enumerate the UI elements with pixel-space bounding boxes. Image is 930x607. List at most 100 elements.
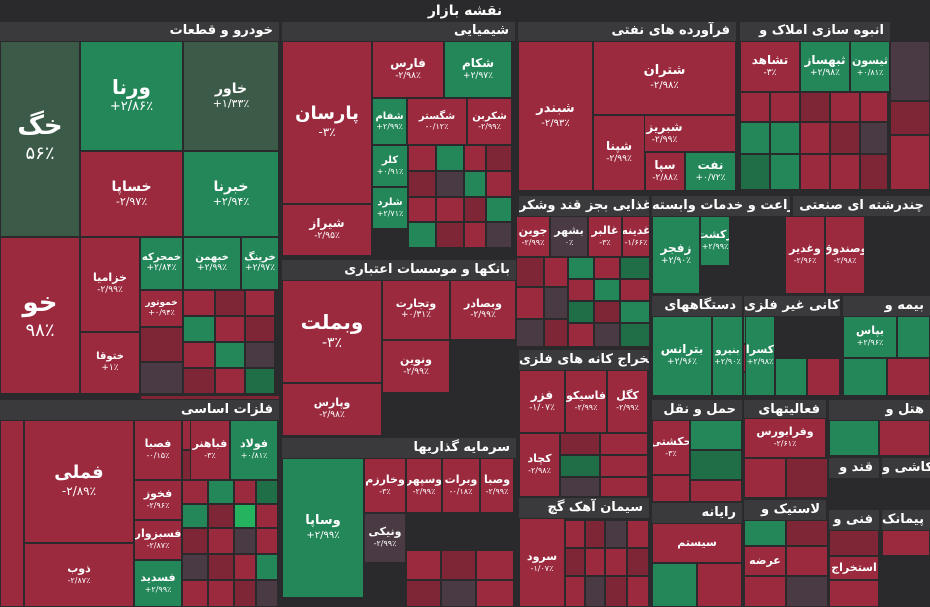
- sector-header[interactable]: فلزات اساسی: [0, 400, 279, 420]
- ticker-tile[interactable]: شتران -۲/۹۸٪: [593, 41, 736, 115]
- treemap-cell[interactable]: [464, 222, 486, 248]
- treemap-cell[interactable]: [234, 528, 256, 554]
- treemap-cell[interactable]: [585, 520, 605, 548]
- treemap-cell[interactable]: [408, 222, 436, 248]
- ticker-tile[interactable]: شبندر -۲/۹۳٪: [518, 41, 593, 191]
- ticker-tile[interactable]: کگل -۲/۹۹٪: [607, 370, 648, 433]
- treemap-cell[interactable]: [830, 122, 860, 154]
- treemap-cell[interactable]: [234, 580, 256, 607]
- sector-header[interactable]: قند و: [829, 458, 879, 478]
- treemap-cell[interactable]: [215, 342, 245, 368]
- treemap-cell[interactable]: [890, 135, 930, 190]
- sector-header[interactable]: بیمه و: [843, 296, 930, 316]
- treemap-cell[interactable]: [585, 548, 605, 576]
- treemap-cell[interactable]: [620, 301, 650, 323]
- treemap-cell[interactable]: [436, 145, 464, 171]
- treemap-cell[interactable]: [600, 433, 648, 455]
- ticker-tile[interactable]: وصندوق-۲/۹۸٪: [825, 216, 865, 294]
- ticker-tile[interactable]: جوین -۲/۹۹٪: [516, 216, 550, 257]
- treemap-cell[interactable]: [843, 358, 887, 396]
- sector-header[interactable]: لاستیک و: [744, 500, 826, 520]
- treemap-cell[interactable]: [476, 580, 514, 607]
- treemap-cell[interactable]: [183, 290, 215, 316]
- treemap-cell[interactable]: [565, 520, 585, 548]
- ticker-tile[interactable]: کسرا +۲/۹۸٪: [745, 316, 775, 396]
- treemap-cell[interactable]: [565, 576, 585, 607]
- sector-header[interactable]: چندرشته ای صنعتی: [793, 196, 930, 216]
- treemap-cell[interactable]: [486, 171, 512, 197]
- treemap-cell[interactable]: [441, 580, 476, 607]
- treemap-cell[interactable]: [476, 550, 514, 580]
- treemap-cell[interactable]: [256, 580, 278, 607]
- treemap-cell[interactable]: [740, 122, 770, 154]
- treemap-cell[interactable]: [568, 301, 594, 323]
- treemap-cell[interactable]: [0, 420, 24, 607]
- ticker-tile[interactable]: شکربن -۲/۹۹٪: [467, 98, 512, 145]
- ticker-tile[interactable]: کلر +۰/۹۱٪: [372, 145, 408, 187]
- treemap-cell[interactable]: [183, 368, 215, 394]
- treemap-cell[interactable]: [560, 455, 600, 477]
- treemap-cell[interactable]: [690, 480, 742, 502]
- ticker-tile[interactable]: فارس -۲/۹۸٪: [372, 41, 444, 98]
- treemap-cell[interactable]: [408, 171, 436, 197]
- treemap-cell[interactable]: [744, 458, 786, 498]
- treemap-cell[interactable]: [208, 480, 234, 504]
- treemap-cell[interactable]: [568, 257, 594, 279]
- treemap-cell[interactable]: [486, 197, 512, 222]
- treemap-cell[interactable]: [436, 197, 464, 222]
- treemap-cell[interactable]: [544, 287, 568, 319]
- treemap-cell[interactable]: [486, 222, 512, 248]
- ticker-tile[interactable]: بنیرو +۲/۹۰٪: [712, 316, 743, 396]
- ticker-tile[interactable]: فاسیکو -۲/۹۹٪: [565, 370, 607, 433]
- treemap-cell[interactable]: [245, 316, 275, 342]
- ticker-tile[interactable]: فصبا -۰/۱۵٪: [134, 420, 182, 480]
- treemap-cell[interactable]: [140, 395, 280, 400]
- treemap-cell[interactable]: [256, 480, 278, 504]
- treemap-cell[interactable]: [829, 580, 879, 607]
- ticker-tile[interactable]: ختوقا +۱٪: [80, 332, 140, 394]
- ticker-tile[interactable]: کچاد -۲/۹۸٪: [519, 433, 560, 497]
- treemap-cell[interactable]: [594, 279, 620, 301]
- treemap-cell[interactable]: [208, 504, 234, 528]
- ticker-tile[interactable]: بترانس +۲/۹۶٪: [652, 316, 712, 396]
- treemap-cell[interactable]: [560, 477, 600, 497]
- treemap-cell[interactable]: [600, 455, 648, 477]
- sector-header[interactable]: دستگاههای: [652, 296, 742, 316]
- sector-header[interactable]: استخراج کانه های فلزی: [519, 350, 649, 370]
- ticker-tile[interactable]: بپاس +۲/۹۶٪: [843, 316, 897, 358]
- treemap-cell[interactable]: [441, 550, 476, 580]
- treemap-cell[interactable]: [605, 520, 627, 548]
- ticker-tile[interactable]: ثبهساز +۲/۹۸٪: [800, 41, 850, 92]
- ticker-tile[interactable]: فسدید +۲/۹۹٪: [134, 560, 182, 607]
- ticker-tile[interactable]: خمحرکه +۲/۸۴٪: [140, 237, 183, 290]
- treemap-cell[interactable]: [464, 171, 486, 197]
- treemap-cell[interactable]: [208, 528, 234, 554]
- ticker-tile[interactable]: حکشتی -۳٪: [652, 420, 690, 475]
- ticker-tile[interactable]: سپا -۲/۸۸٪: [645, 152, 685, 191]
- treemap-cell[interactable]: [690, 420, 742, 450]
- ticker-tile[interactable]: ونوین -۲/۹۹٪: [382, 340, 450, 393]
- ticker-tile[interactable]: فخوز -۲/۹۶٪: [134, 480, 182, 520]
- treemap-cell[interactable]: [605, 548, 627, 576]
- treemap-cell[interactable]: [568, 279, 594, 301]
- treemap-cell[interactable]: [620, 323, 650, 347]
- treemap-cell[interactable]: [406, 550, 441, 580]
- treemap-cell[interactable]: [605, 576, 627, 607]
- treemap-cell[interactable]: [770, 122, 800, 154]
- treemap-cell[interactable]: [215, 368, 245, 394]
- ticker-tile[interactable]: خموتور +۰/۹۴٪: [140, 290, 183, 327]
- ticker-tile[interactable]: ونیکی -۲/۹۹٪: [364, 513, 406, 563]
- treemap-cell[interactable]: [740, 92, 770, 122]
- treemap-cell[interactable]: [600, 477, 648, 497]
- treemap-cell[interactable]: [744, 576, 786, 607]
- ticker-tile[interactable]: زفجر +۲/۹۰٪: [652, 216, 700, 294]
- treemap-cell[interactable]: [800, 92, 830, 122]
- ticker-tile[interactable]: خاور +۱/۳۳٪: [183, 41, 279, 151]
- ticker-tile[interactable]: پارسان -۳٪: [282, 41, 372, 204]
- treemap-cell[interactable]: [234, 480, 256, 504]
- ticker-tile[interactable]: وبصادر -۲/۹۹٪: [450, 280, 516, 340]
- ticker-tile[interactable]: نفت +۰/۷۲٪: [685, 152, 736, 191]
- treemap-cell[interactable]: [544, 319, 568, 347]
- ticker-tile[interactable]: وسپهر -۲/۹۹٪: [406, 458, 442, 513]
- treemap-cell[interactable]: [627, 576, 649, 607]
